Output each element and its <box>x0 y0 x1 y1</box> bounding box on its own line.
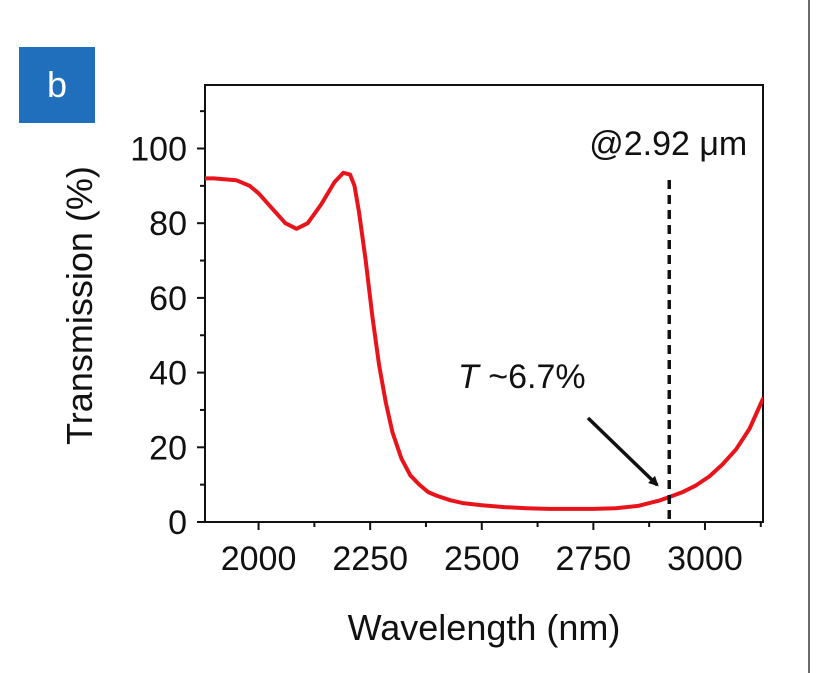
panel-label: b <box>19 47 95 123</box>
y-tick-label: 80 <box>149 205 187 243</box>
y-tick-label: 60 <box>149 280 187 318</box>
wavelength-marker-label: @2.92 μm <box>589 125 747 163</box>
y-axis-label: Transmission (%) <box>59 166 100 445</box>
x-tick-label: 2250 <box>332 540 408 578</box>
annotation-symbol: T <box>458 358 481 396</box>
x-axis: 2000 2250 2500 2750 3000 <box>221 522 762 578</box>
y-tick-label: 100 <box>130 130 187 168</box>
y-tick-label: 40 <box>149 355 187 393</box>
x-axis-label: Wavelength (nm) <box>348 607 621 648</box>
annotation-value: ~6.7% <box>479 358 586 396</box>
transmission-annotation: T ~6.7% <box>458 358 586 396</box>
y-tick-label: 20 <box>149 429 187 467</box>
y-tick-label: 0 <box>168 504 187 542</box>
y-axis: 0 20 40 60 80 100 <box>130 110 205 542</box>
x-tick-label: 3000 <box>667 540 743 578</box>
plot-area <box>205 170 763 511</box>
transmission-curve <box>205 170 763 511</box>
annotation-arrow <box>586 416 659 487</box>
plot-frame <box>204 84 764 523</box>
x-tick-label: 2500 <box>444 540 520 578</box>
x-tick-label: 2000 <box>221 540 297 578</box>
figure-border <box>808 0 810 673</box>
x-tick-label: 2750 <box>556 540 632 578</box>
